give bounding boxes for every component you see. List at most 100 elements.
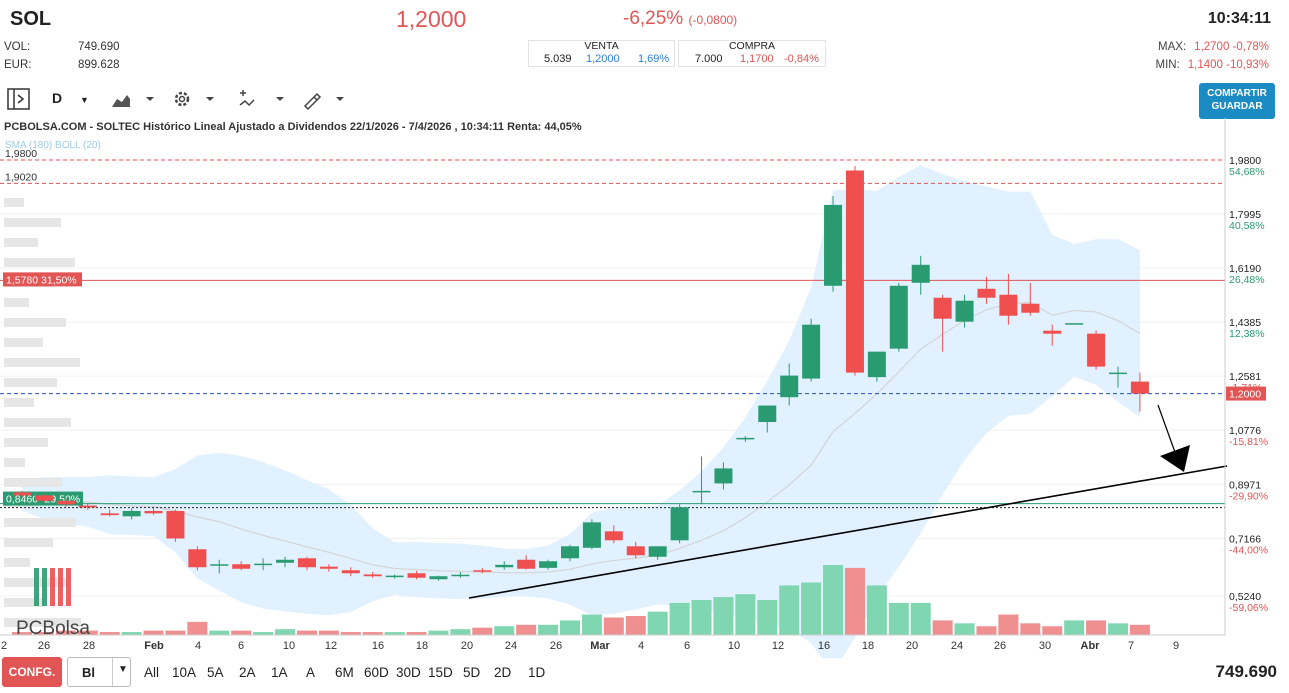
x-tick-label: 16 (818, 640, 830, 652)
candle-up (582, 522, 601, 548)
indicator-select[interactable]: Bl ▼ (67, 657, 131, 687)
y-tick-pct: 12,38% (1229, 328, 1265, 340)
candle-down (999, 294, 1018, 316)
level-label: 1,9800 (5, 148, 37, 160)
x-tick-label: 10 (728, 640, 740, 652)
volume-bar (121, 632, 142, 635)
volume-bar (910, 602, 931, 635)
min-value: 1,1400 (1187, 59, 1223, 71)
y-tick-pct: 26,48% (1229, 274, 1265, 286)
volume-bar (538, 624, 559, 635)
x-tick-label: 12 (772, 640, 784, 652)
candle-down (517, 559, 536, 569)
volume-profile-bar (4, 218, 61, 227)
sell-box: VENTA 5.039 1,2000 1,69% (528, 40, 675, 67)
volume-bar (713, 597, 734, 635)
volume-bar (209, 630, 230, 635)
volume-bar (779, 585, 800, 635)
change-abs: (-0,0800) (688, 13, 738, 27)
buy-box: COMPRA 7.000 1,1700 -0,84% (678, 40, 826, 67)
y-tick-label: 1,0776 (1229, 425, 1261, 437)
volume-bar (406, 632, 427, 635)
candle-up (911, 264, 930, 283)
volume-profile-bar (4, 238, 38, 247)
x-tick-label: 2 (1, 640, 7, 652)
candle-up (1065, 323, 1084, 325)
range-button-10a[interactable]: 10A (172, 665, 197, 680)
volume-bar (1086, 620, 1107, 635)
candle-up (561, 546, 579, 559)
sell-price: 1,2000 (586, 53, 620, 65)
y-tick-pct: 54,68% (1229, 166, 1265, 178)
volume-bar (757, 600, 778, 635)
volume-profile-bar (4, 618, 81, 627)
price-change: -6,25% (-0,0800) (623, 8, 737, 30)
volume-bar (954, 623, 975, 635)
x-tick-label: 20 (461, 640, 473, 652)
logo-bar (34, 568, 39, 606)
range-button-60d[interactable]: 60D (364, 665, 389, 680)
candle-down (232, 564, 251, 569)
range-button-2a[interactable]: 2A (239, 665, 256, 680)
candle-down (363, 574, 382, 577)
logo-bar (58, 568, 63, 606)
range-button-1d[interactable]: 1D (528, 665, 546, 680)
range-button-a[interactable]: A (306, 665, 316, 680)
candle-up (254, 563, 273, 566)
gear-icon[interactable] (170, 87, 216, 111)
y-tick-label: 1,7995 (1229, 209, 1261, 221)
candle-up (539, 561, 558, 568)
volume-bar (888, 602, 909, 635)
candle-down (56, 500, 75, 505)
x-tick-label: 30 (1039, 640, 1051, 652)
volume-row: VOL: 749.690 (4, 41, 120, 53)
sma-line (21, 301, 1141, 574)
min-label: MIN: (1155, 59, 1180, 71)
volume-profile-bar (4, 458, 25, 467)
volume-bar (472, 627, 493, 635)
chart-type-icon[interactable] (110, 87, 156, 111)
range-button-5a[interactable]: 5A (207, 665, 224, 680)
y-tick-label: 1,6190 (1229, 263, 1261, 275)
x-tick-label: 20 (906, 640, 918, 652)
candle-down (34, 495, 53, 501)
share-save-button[interactable]: COMPARTIR GUARDAR (1199, 83, 1275, 119)
candle-up (210, 564, 229, 566)
period-select[interactable]: D ▼ (52, 90, 89, 114)
range-button-6m[interactable]: 6M (335, 665, 354, 680)
range-button-all[interactable]: All (144, 665, 160, 680)
candle-up (495, 564, 514, 568)
candle-up (385, 575, 404, 578)
chevron-down-icon: ▼ (118, 664, 128, 675)
candle-down (977, 288, 996, 298)
quote-header: SOL 1,2000 -6,25% (-0,0800) 10:34:11 VOL… (0, 0, 1289, 82)
candle-down (100, 513, 119, 516)
range-button-1a[interactable]: 1A (271, 665, 288, 680)
y-tick-pct: -44,00% (1229, 544, 1268, 556)
candle-up (780, 375, 799, 398)
x-tick-label: 18 (416, 640, 428, 652)
volume-bar (296, 630, 317, 635)
candle-down (144, 510, 163, 514)
range-button-30d[interactable]: 30D (396, 665, 421, 680)
config-button[interactable]: CONFG. (2, 657, 62, 687)
candle-down (845, 170, 864, 373)
sidebar-toggle-icon[interactable] (6, 87, 32, 111)
y-tick-label: 0,5240 (1229, 591, 1261, 603)
y-tick-pct: -59,06% (1229, 602, 1268, 614)
candle-down (341, 570, 360, 574)
level-label: 1,9020 (5, 171, 37, 183)
indicators-icon[interactable] (236, 87, 286, 111)
range-button-15d[interactable]: 15D (428, 665, 453, 680)
volume-bar (99, 632, 120, 635)
x-tick-label: 24 (951, 640, 963, 652)
range-button-2d[interactable]: 2D (494, 665, 512, 680)
footer-volume: 749.690 (1215, 662, 1277, 681)
volume-bar (1064, 620, 1085, 635)
drawing-tools-icon[interactable] (300, 87, 346, 111)
volume-bar (362, 632, 383, 635)
x-tick-label: 26 (38, 640, 50, 652)
x-tick-label: 4 (638, 640, 644, 652)
range-button-5d[interactable]: 5D (463, 665, 481, 680)
